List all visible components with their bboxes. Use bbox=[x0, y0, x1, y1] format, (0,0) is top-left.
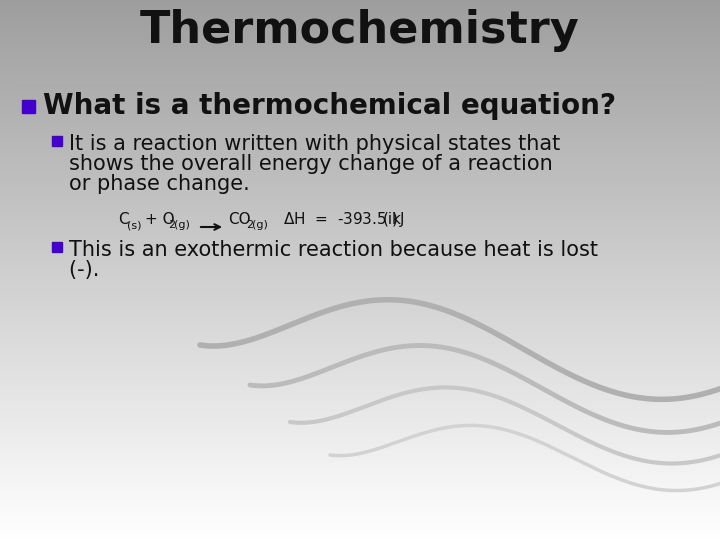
Text: (g): (g) bbox=[252, 220, 268, 230]
Text: It is a reaction written with physical states that: It is a reaction written with physical s… bbox=[69, 134, 560, 154]
Text: shows the overall energy change of a reaction: shows the overall energy change of a rea… bbox=[69, 154, 553, 174]
Text: CO: CO bbox=[228, 212, 251, 227]
Text: This is an exothermic reaction because heat is lost: This is an exothermic reaction because h… bbox=[69, 240, 598, 260]
Bar bbox=[22, 100, 35, 113]
Text: or phase change.: or phase change. bbox=[69, 174, 250, 194]
Text: C: C bbox=[118, 212, 129, 227]
Text: $\Delta$H  =  -393.5 kJ: $\Delta$H = -393.5 kJ bbox=[283, 210, 405, 229]
Text: (i): (i) bbox=[383, 212, 399, 227]
Bar bbox=[52, 242, 62, 252]
Text: + O: + O bbox=[145, 212, 175, 227]
Text: What is a thermochemical equation?: What is a thermochemical equation? bbox=[43, 91, 616, 119]
Bar bbox=[52, 136, 62, 146]
Text: 2: 2 bbox=[168, 220, 175, 230]
Text: (g): (g) bbox=[174, 220, 190, 230]
Text: (-).: (-). bbox=[69, 260, 112, 280]
Text: Thermochemistry: Thermochemistry bbox=[140, 9, 580, 51]
Text: 2: 2 bbox=[246, 220, 253, 230]
Text: (s): (s) bbox=[127, 220, 142, 230]
